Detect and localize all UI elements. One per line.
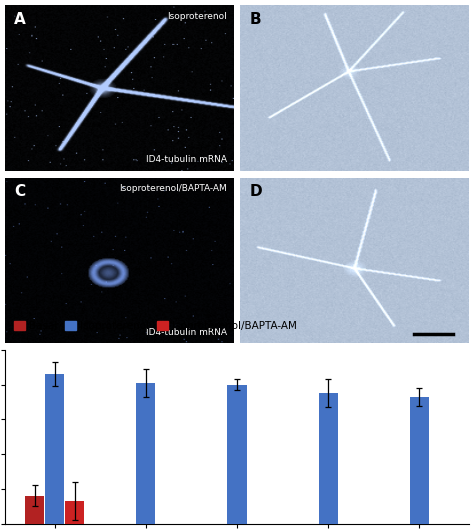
Text: Isoproterenol: Isoproterenol bbox=[167, 12, 227, 21]
Text: A: A bbox=[14, 12, 26, 27]
Text: B: B bbox=[250, 12, 261, 27]
Text: Isoproterenol/BAPTA-AM: Isoproterenol/BAPTA-AM bbox=[119, 184, 227, 193]
Bar bbox=[46, 374, 64, 524]
Bar bbox=[319, 394, 337, 524]
Bar bbox=[25, 496, 44, 524]
Bar bbox=[410, 397, 428, 524]
Text: C: C bbox=[14, 184, 25, 199]
Text: ID4-tubulin mRNA: ID4-tubulin mRNA bbox=[146, 155, 227, 164]
Text: D: D bbox=[250, 184, 262, 199]
Bar bbox=[137, 383, 155, 524]
Text: ID4-tubulin mRNA: ID4-tubulin mRNA bbox=[146, 327, 227, 336]
Bar bbox=[228, 385, 246, 524]
Legend: Basal, Isoproterenol, Isoproterenol/BAPTA-AM: Basal, Isoproterenol, Isoproterenol/BAPT… bbox=[10, 317, 301, 335]
Bar bbox=[65, 501, 84, 524]
